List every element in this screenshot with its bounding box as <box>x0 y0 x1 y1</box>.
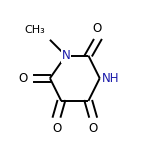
Text: O: O <box>88 122 98 135</box>
Text: NH: NH <box>101 72 119 85</box>
Text: CH₃: CH₃ <box>25 25 45 35</box>
Text: N: N <box>61 49 70 62</box>
Text: O: O <box>18 72 27 85</box>
Text: O: O <box>52 122 61 135</box>
Text: O: O <box>93 22 102 35</box>
